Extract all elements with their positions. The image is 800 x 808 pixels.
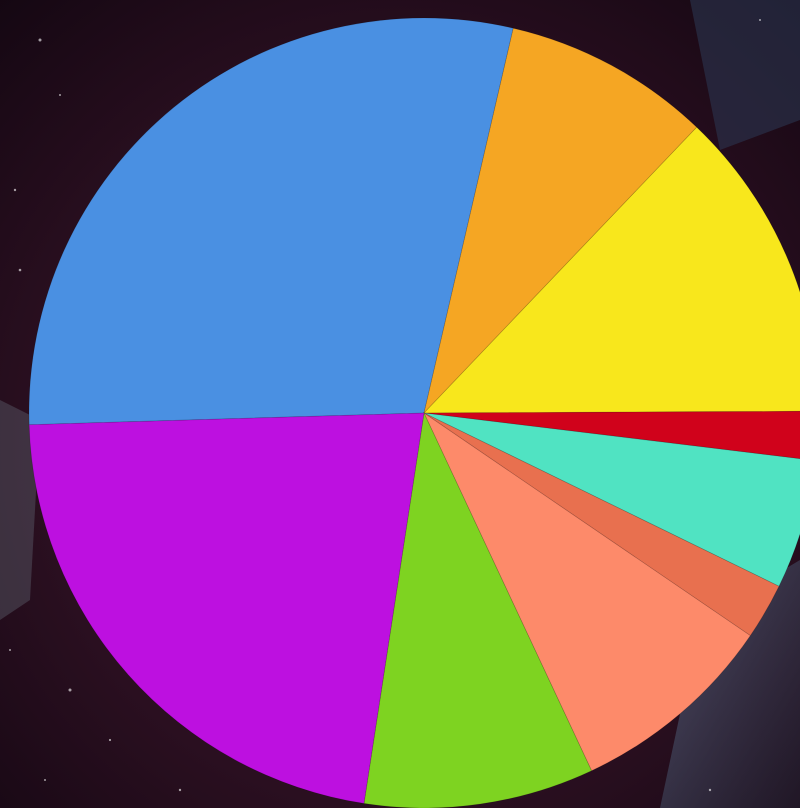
pie-slice (28, 412, 425, 804)
pie-slice (423, 412, 800, 587)
pie-slice (423, 412, 780, 637)
pie-slice (363, 411, 593, 808)
pie-slice (423, 411, 751, 772)
background-shape (660, 560, 800, 808)
background-shape (690, 0, 800, 150)
pie-slice (423, 126, 800, 414)
background-shape (0, 400, 40, 620)
pie-slice (423, 410, 800, 460)
stars (9, 19, 761, 792)
pie (28, 17, 800, 808)
pie-slice (28, 17, 514, 426)
pie-slice (423, 27, 698, 415)
